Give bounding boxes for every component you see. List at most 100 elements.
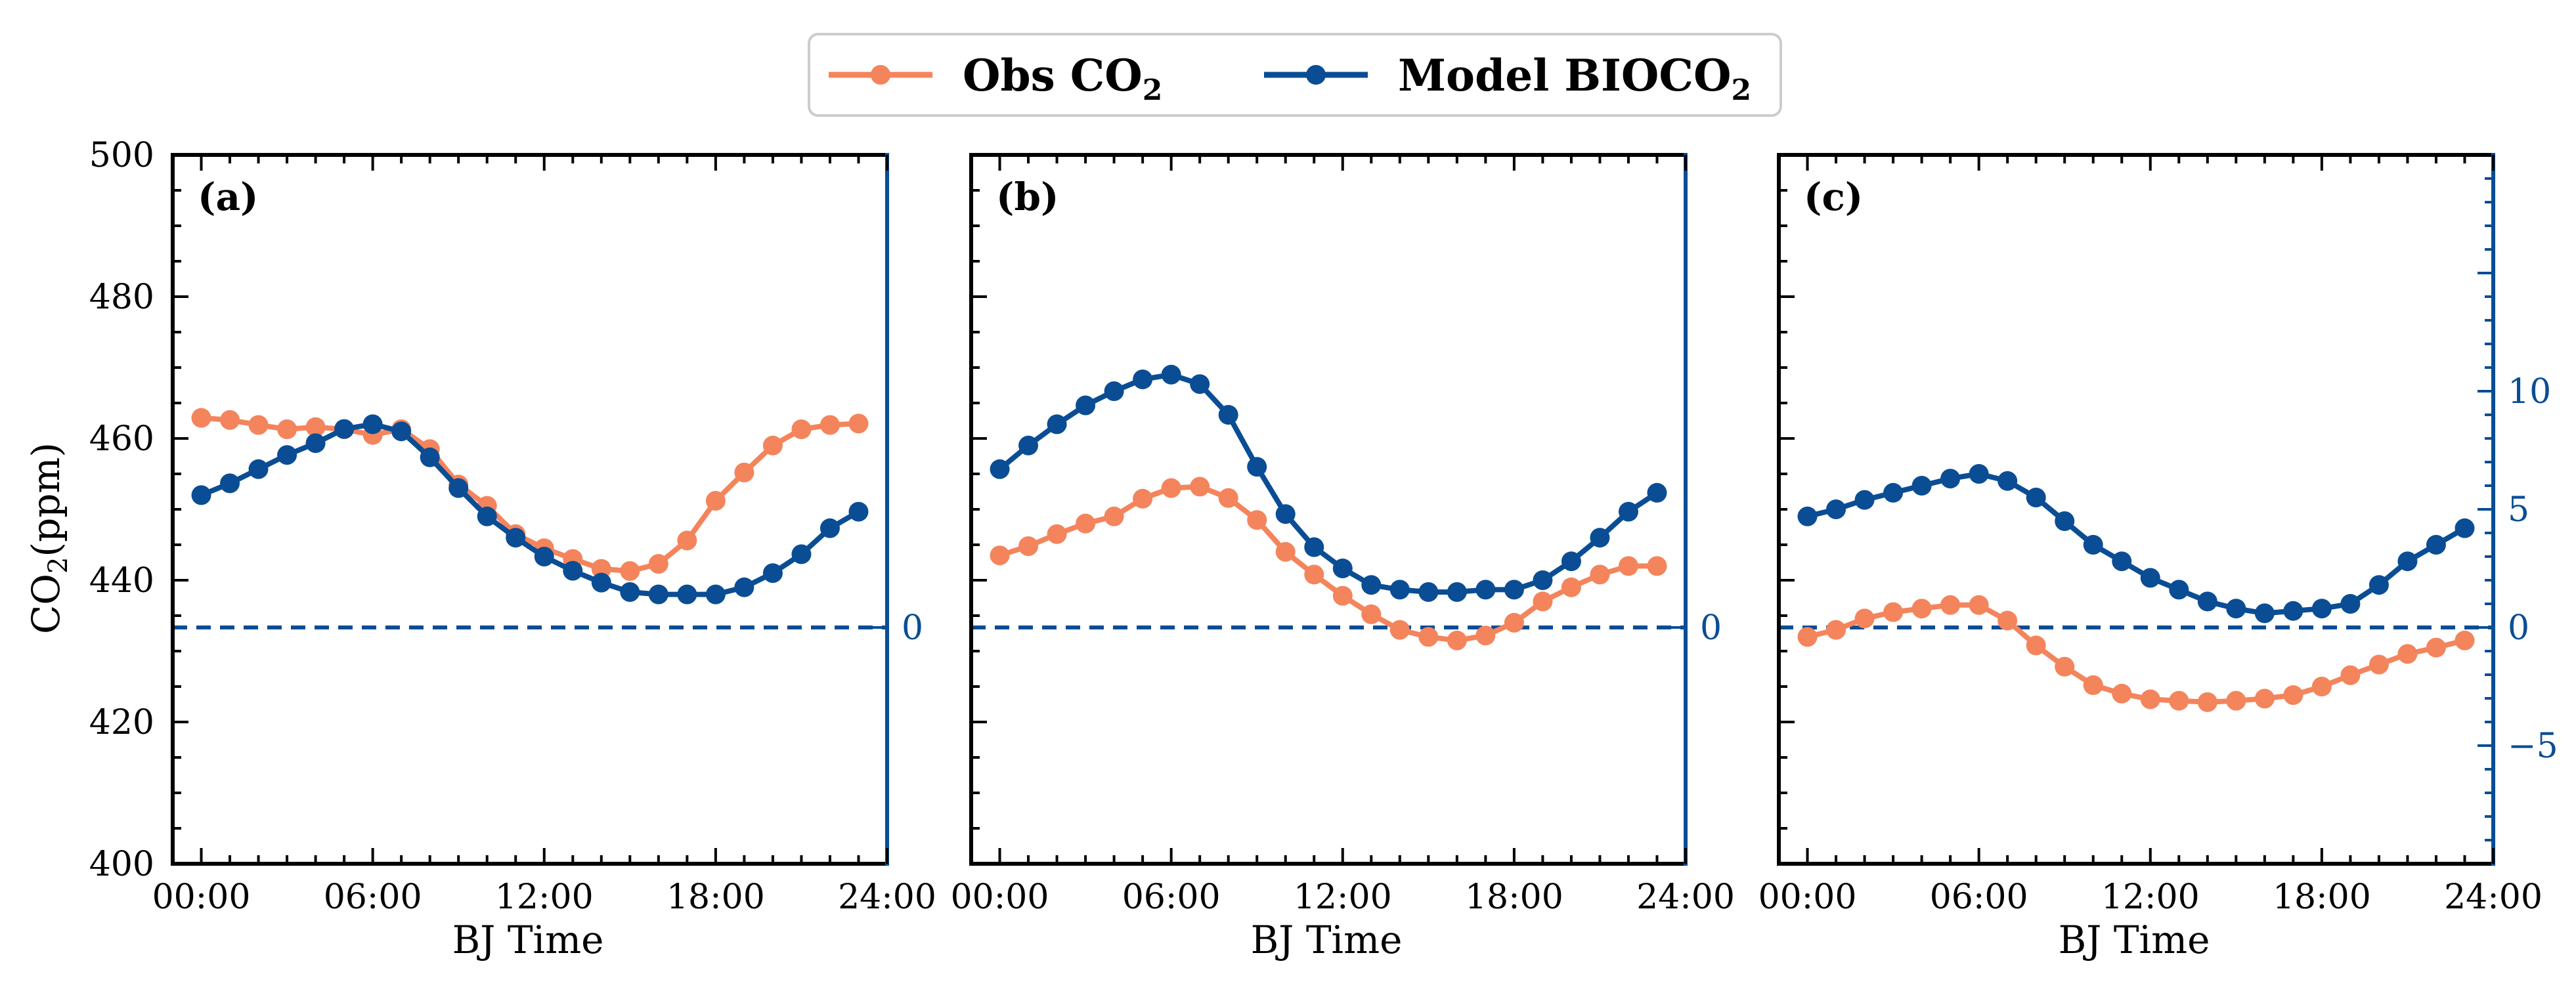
model-bioco2-point [1418,582,1439,602]
obs-co2-point [1161,478,1181,498]
legend: Obs CO2 Model BIOCO2 [808,33,1782,117]
obs-co2-point [1533,591,1553,612]
model-bioco2-point [1018,435,1039,456]
x-tick-label: 12:00 [495,878,594,917]
model-bioco2-point [1161,364,1181,385]
obs-co2-point [2455,630,2475,650]
model-bioco2-point [1218,405,1238,425]
x-tick-label: 18:00 [666,878,765,917]
legend-model-label: Model BIOCO2 [1398,50,1751,107]
obs-co2-point [1275,541,1296,562]
model-bioco2-point [648,584,668,605]
model-bioco2-point [2283,601,2303,621]
panel-c: 00:00 06:00 12:00 18:00 24:00 BJ Time −5 0 5 10 (c… [1758,153,2558,962]
x-tick-label: 24:00 [2444,878,2543,917]
obs-co2-point [2169,690,2189,711]
panel-a: 00:00 06:00 12:00 18:00 24:00 BJ Time 400 420 44… [89,136,936,962]
obs-co2-point [2026,635,2046,656]
y-tick-label: 400 [89,845,154,884]
model-bioco2-point [1504,580,1524,600]
x-axis-title: BJ Time [2059,918,2210,962]
model-bioco2-point [819,518,840,538]
model-bioco2-point [1854,490,1875,510]
legend-model-text: Model BIOCO [1398,50,1731,101]
model-bioco2-point [2455,518,2475,538]
y-axis-title-main: CO [24,574,68,634]
model-bioco2-point [1940,469,1961,489]
obs-co2-point [1826,620,1846,640]
obs-co2-point [220,410,240,430]
legend-obs-subscript: 2 [1143,74,1163,107]
obs-co2-point [762,435,783,456]
model-bioco2-point [2083,535,2103,555]
model-bioco2-point [2055,511,2075,531]
model-bioco2-point [506,528,526,548]
x-tick-label: 06:00 [1930,878,2028,917]
model-bioco2-point [677,584,697,605]
model-bioco2-point [1304,537,1324,557]
obs-co2-point [848,414,869,434]
y-axis-title: CO2(ppm) [24,442,74,634]
obs-co2-point [1218,488,1238,508]
model-bioco2-point [762,563,783,583]
model-bioco2-point [1047,414,1067,435]
x-tick-label: 06:00 [1122,878,1221,917]
model-bioco2-point [1475,580,1496,600]
obs-co2-point [1854,608,1875,629]
y-tick-label: 500 [89,136,154,175]
obs-co2-point [1940,595,1961,615]
model-bioco2-point [1647,482,1667,503]
obs-co2-point [1911,599,1932,619]
obs-co2-point [1133,488,1153,509]
obs-co2-point [819,415,840,435]
x-axis-title: BJ Time [1251,918,1403,962]
model-bioco2-point [191,485,211,505]
model-bioco2-point [448,478,469,498]
model-bioco2-point [563,561,583,581]
model-bioco2-point [477,506,497,526]
x-tick-label: 24:00 [838,878,936,917]
model-bioco2-point [990,459,1010,479]
x-tick-label: 00:00 [1758,878,1857,917]
legend-obs-text: Obs CO [963,50,1143,101]
x-tick-label: 18:00 [2273,878,2371,917]
right-tick-label: −5 [2508,727,2558,766]
model-bioco2-point [1618,501,1638,522]
obs-co2-point [2112,683,2132,704]
model-bioco2-point [220,473,240,494]
obs-co2-series-line [1806,602,2466,705]
legend-obs-marker [871,65,890,85]
obs-co2-point [1447,630,1467,650]
obs-co2-point [1797,627,1818,647]
model-bioco2-point [534,547,554,566]
model-bioco2-point [2397,551,2418,572]
obs-co2-point [1504,612,1524,633]
model-bioco2-point [420,447,440,467]
model-bioco2-point [1447,582,1467,602]
model-bioco2-point [1969,464,1989,484]
obs-co2-point [1332,585,1353,606]
obs-co2-point [1561,577,1581,597]
model-bioco2-point [2426,535,2446,555]
model-bioco2-point [2340,594,2361,614]
model-bioco2-point [248,459,269,479]
model-bioco2-point [2254,603,2275,624]
model-bioco2-point [1076,395,1096,415]
obs-co2-point [648,554,668,574]
model-bioco2-series-line [1806,471,2466,616]
obs-co2-point [1969,595,1989,615]
model-bioco2-point [1190,374,1210,394]
legend-model-subscript: 2 [1731,74,1751,107]
x-tick-label: 06:00 [324,878,422,917]
obs-co2-point [2140,689,2160,710]
obs-co2-point [1104,506,1124,526]
legend-model-marker [1306,65,1326,85]
obs-co2-point [591,559,611,579]
y-axis-title-subscript: 2 [43,557,74,574]
x-axis-title: BJ Time [452,918,604,962]
x-tick-label: 00:00 [152,878,251,917]
model-bioco2-point [1133,370,1153,389]
model-bioco2-point [1533,570,1553,590]
model-bioco2-point [1361,575,1382,595]
